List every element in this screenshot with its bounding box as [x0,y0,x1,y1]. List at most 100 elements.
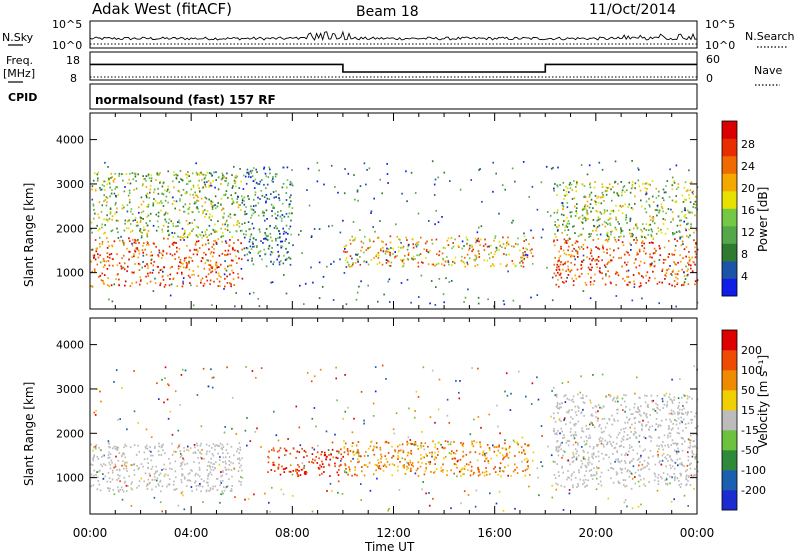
echo-cell [676,477,679,479]
echo-cell [558,475,560,477]
echo-cell [460,469,462,472]
echo-cell [181,368,184,371]
echo-cell [214,223,216,226]
echo-cell [406,443,409,446]
echo-cell [195,162,197,165]
echo-cell [179,178,182,180]
echo-cell [292,184,294,187]
echo-cell [164,199,167,202]
echo-cell [157,215,160,218]
echo-cell [311,453,314,455]
echo-cell [645,425,647,427]
echo-cell [252,209,255,211]
echo-cell [683,407,685,410]
echo-cell [311,446,314,449]
echo-cell [344,168,346,170]
echo-cell [499,452,501,454]
echo-cell [443,171,446,174]
echo-cell [263,167,265,170]
echo-cell [613,249,615,252]
echo-cell [346,448,349,450]
echo-cell [466,253,469,256]
echo-cell [558,250,560,253]
echo-cell [464,265,466,268]
echo-cell [121,488,124,491]
echo-cell [687,262,689,264]
echo-cell [471,443,473,446]
echo-cell [383,293,385,296]
echo-cell [514,507,516,510]
echo-cell [272,207,274,209]
echo-cell [567,268,570,271]
echo-cell [449,180,451,182]
echo-cell [473,440,475,442]
echo-cell [131,242,133,245]
echo-cell [454,256,457,259]
echo-cell [90,485,93,488]
echo-cell [354,238,356,241]
echo-cell [177,235,179,238]
echo-cell [574,424,576,427]
echo-cell [271,449,273,451]
echo-cell [189,233,191,236]
echo-cell [571,211,573,213]
echo-cell [275,434,278,437]
echo-cell [231,236,233,238]
echo-cell [370,259,373,261]
echo-cell [146,232,149,235]
echo-cell [655,196,658,199]
echo-cell [628,444,631,447]
echo-cell [559,444,562,447]
echo-cell [589,281,592,283]
echo-cell [226,225,229,228]
echo-cell [142,254,145,257]
echo-cell [274,212,277,215]
echo-cell [144,446,147,448]
echo-cell [158,173,160,176]
echo-cell [684,213,687,216]
echo-cell [558,418,561,420]
echo-cell [643,477,645,480]
echo-cell [201,205,204,208]
echo-cell [675,305,677,308]
echo-cell [637,459,639,461]
echo-cell [585,466,587,469]
echo-cell [163,285,166,288]
echo-cell [116,448,118,450]
echo-cell [672,423,674,425]
echo-cell [630,431,632,433]
echo-cell [243,174,245,177]
echo-cell [363,464,366,466]
echo-cell [589,235,592,237]
echo-cell [528,196,530,198]
echo-cell [659,409,661,411]
echo-cell [246,171,248,174]
echo-cell [460,442,462,444]
echo-cell [96,263,99,266]
echo-cell [207,242,210,245]
echo-cell [351,257,353,260]
echo-cell [303,303,305,305]
echo-cell [117,459,120,462]
echo-cell [349,265,351,268]
echo-cell [270,193,272,195]
echo-cell [140,203,143,206]
echo-cell [613,418,615,421]
echo-cell [528,243,530,245]
echo-cell [120,235,122,238]
echo-cell [411,462,414,464]
echo-cell [292,447,295,450]
echo-cell [214,195,217,198]
echo-cell [574,431,577,433]
echo-cell [179,404,181,406]
echo-cell [594,200,596,202]
echo-cell [220,198,223,200]
echo-cell [241,198,244,200]
echo-cell [506,240,509,243]
echo-cell [595,263,598,265]
echo-cell [222,176,225,179]
power-colorbar-swatch [722,226,737,244]
echo-cell [695,242,697,244]
echo-cell [397,455,399,457]
echo-cell [145,253,148,256]
